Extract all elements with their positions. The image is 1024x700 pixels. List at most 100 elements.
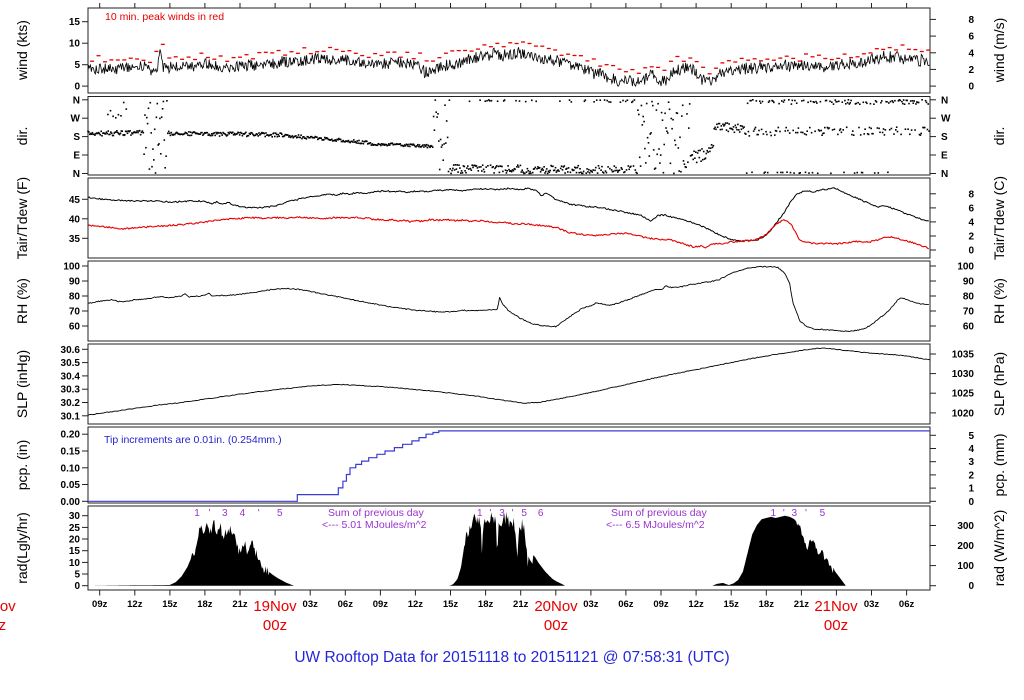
svg-text:0: 0 — [74, 581, 80, 592]
pcp-left-axis-title: pcp. (in) — [14, 439, 30, 491]
svg-text:12z: 12z — [127, 599, 143, 610]
svg-text:200: 200 — [957, 541, 974, 552]
svg-text:W: W — [71, 114, 81, 125]
svg-text:03z: 03z — [864, 599, 880, 610]
svg-text:E: E — [73, 151, 80, 162]
svg-text:30: 30 — [69, 511, 81, 522]
svg-text:0.15: 0.15 — [61, 447, 81, 458]
svg-text:0: 0 — [968, 497, 974, 508]
svg-text:E: E — [941, 151, 948, 162]
slp-left-axis-title: SLP (inHg) — [14, 349, 30, 419]
date-label-18nov: 18Nov 00z — [0, 597, 32, 635]
rad-left-axis-title: rad(Lgly/hr) — [14, 512, 30, 584]
date-18nov-name: 18Nov — [0, 598, 16, 615]
svg-text:': ' — [489, 508, 491, 519]
svg-text:': ' — [512, 508, 514, 519]
svg-text:': ' — [783, 508, 785, 519]
svg-text:10: 10 — [69, 558, 81, 569]
svg-text:0.10: 0.10 — [61, 463, 81, 474]
svg-text:06z: 06z — [899, 599, 915, 610]
svg-text:0.00: 0.00 — [61, 497, 81, 508]
rad-sum1-line1: Sum of previous day — [328, 507, 424, 519]
svg-text:15: 15 — [69, 17, 81, 28]
tair-left-axis-title: Tair/Tdew (F) — [14, 176, 30, 260]
date-18nov-z: 00z — [0, 617, 7, 634]
svg-text:100: 100 — [957, 262, 974, 273]
svg-text:0: 0 — [968, 82, 974, 93]
svg-text:1020: 1020 — [952, 408, 975, 419]
rad-sum1-line2: <--- 5.01 MJoules/m^2 — [322, 519, 427, 531]
svg-text:N: N — [941, 95, 948, 106]
svg-text:12z: 12z — [688, 599, 704, 610]
svg-text:09z: 09z — [653, 599, 669, 610]
svg-text:1030: 1030 — [952, 369, 975, 380]
svg-text:1035: 1035 — [952, 350, 975, 361]
svg-text:5: 5 — [277, 508, 283, 519]
svg-text:5: 5 — [968, 431, 974, 442]
svg-text:0: 0 — [74, 82, 80, 93]
svg-text:03z: 03z — [303, 599, 319, 610]
svg-text:2: 2 — [968, 65, 974, 76]
slp-right-axis-title: SLP (hPa) — [991, 351, 1007, 417]
svg-text:15: 15 — [69, 546, 81, 557]
svg-text:2: 2 — [968, 470, 974, 481]
svg-text:2: 2 — [968, 232, 974, 243]
svg-text:4: 4 — [968, 48, 974, 59]
rh-right-axis-title: RH (%) — [991, 278, 1007, 324]
svg-text:03z: 03z — [583, 599, 599, 610]
pcp-tip-note: Tip increments are 0.01in. (0.254mm.) — [104, 434, 282, 446]
date-20nov-z: 00z — [543, 617, 569, 634]
dir-right-axis-title: dir. — [991, 126, 1007, 146]
svg-text:21z: 21z — [794, 599, 810, 610]
svg-text:45: 45 — [69, 195, 81, 206]
svg-text:21z: 21z — [232, 599, 248, 610]
svg-text:5: 5 — [820, 508, 826, 519]
svg-text:20: 20 — [69, 535, 81, 546]
svg-text:6: 6 — [968, 32, 974, 43]
svg-text:1: 1 — [194, 508, 200, 519]
svg-text:70: 70 — [69, 307, 81, 318]
svg-text:1: 1 — [968, 484, 974, 495]
date-19nov-z: 00z — [262, 617, 288, 634]
date-label-19nov: 19Nov 00z — [237, 597, 313, 635]
tair-right-axis-title: Tair/Tdew (C) — [991, 175, 1007, 261]
date-19nov-name: 19Nov — [253, 598, 297, 615]
svg-text:30.5: 30.5 — [61, 358, 81, 369]
svg-text:21z: 21z — [513, 599, 529, 610]
svg-text:0.05: 0.05 — [61, 480, 81, 491]
chart-title: UW Rooftop Data for 20151118 to 20151121… — [294, 649, 730, 666]
svg-text:25: 25 — [69, 523, 81, 534]
svg-text:90: 90 — [963, 277, 975, 288]
svg-text:0: 0 — [968, 581, 974, 592]
svg-text:0.20: 0.20 — [61, 430, 81, 441]
svg-text:06z: 06z — [618, 599, 634, 610]
svg-text:0: 0 — [968, 246, 974, 257]
svg-text:8: 8 — [968, 15, 974, 26]
date-label-21nov: 21Nov 00z — [798, 597, 874, 635]
svg-text:06z: 06z — [338, 599, 354, 610]
svg-text:4: 4 — [968, 444, 974, 455]
wind-right-axis-title: wind (m/s) — [991, 17, 1007, 83]
svg-text:3: 3 — [222, 508, 228, 519]
date-21nov-z: 00z — [823, 617, 849, 634]
svg-text:60: 60 — [69, 322, 81, 333]
svg-text:30.4: 30.4 — [61, 371, 81, 382]
svg-text:90: 90 — [69, 277, 81, 288]
svg-text:N: N — [941, 169, 948, 180]
svg-text:': ' — [258, 508, 260, 519]
svg-text:N: N — [73, 95, 80, 106]
svg-text:6: 6 — [968, 203, 974, 214]
svg-text:5: 5 — [74, 570, 80, 581]
svg-text:8: 8 — [968, 189, 974, 200]
svg-text:80: 80 — [69, 292, 81, 303]
svg-text:100: 100 — [63, 262, 80, 273]
svg-text:3: 3 — [792, 508, 798, 519]
rh-left-axis-title: RH (%) — [14, 278, 30, 324]
svg-text:100: 100 — [957, 561, 974, 572]
svg-text:4: 4 — [968, 217, 974, 228]
rad-sum2-line2: <--- 6.5 MJoules/m^2 — [606, 519, 705, 531]
svg-text:40: 40 — [69, 214, 81, 225]
svg-text:18z: 18z — [759, 599, 775, 610]
